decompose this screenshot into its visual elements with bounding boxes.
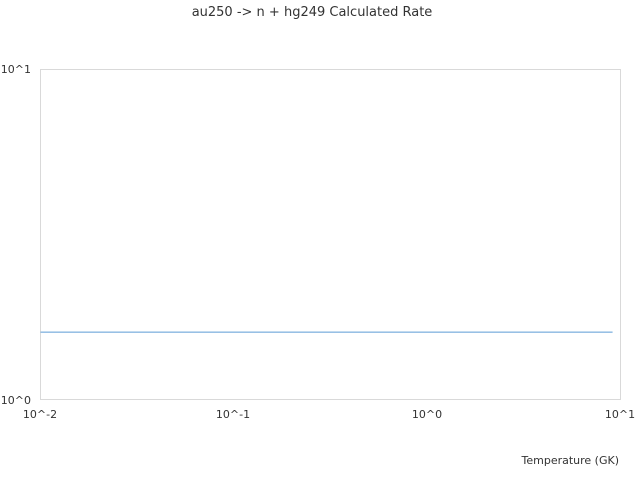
y-tick-label: 10^1: [1, 63, 31, 76]
x-tick-label: 10^0: [412, 408, 442, 421]
x-tick-label: 10^-1: [216, 408, 250, 421]
chart-title: au250 -> n + hg249 Calculated Rate: [192, 5, 433, 20]
y-tick-label: 10^0: [1, 394, 31, 407]
x-axis-label: Temperature (GK): [521, 454, 620, 467]
x-tick-label: 10^-2: [23, 408, 57, 421]
plot-area: [40, 69, 621, 400]
x-tick-label: 10^1: [605, 408, 635, 421]
